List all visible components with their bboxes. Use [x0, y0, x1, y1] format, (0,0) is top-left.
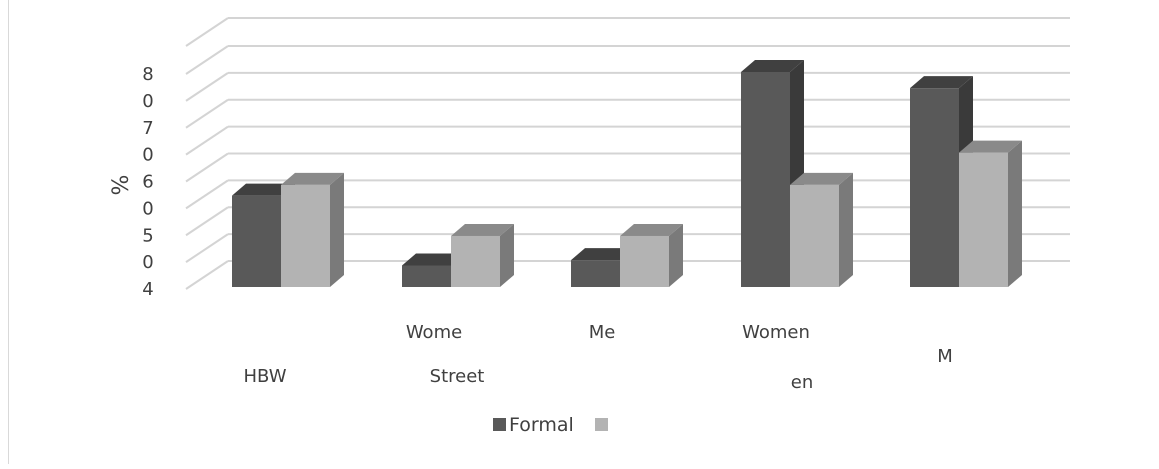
bar-top	[281, 172, 344, 185]
y-tick-label: 7	[142, 118, 153, 139]
y-tick-label: 5	[142, 225, 153, 246]
category-label: Me	[589, 322, 616, 343]
bar	[741, 72, 790, 287]
bar-top	[741, 60, 804, 72]
category-label: HBW	[243, 366, 286, 387]
bar-top	[571, 248, 634, 261]
bar-top	[790, 172, 853, 185]
bar	[910, 88, 959, 287]
bar	[402, 265, 451, 287]
y-tick-label: 6	[142, 172, 153, 193]
gridline-diagonal	[185, 72, 229, 102]
bar	[571, 260, 620, 287]
y-tick-label: 8	[142, 64, 153, 85]
bar-side	[669, 223, 683, 287]
bar-side	[1008, 140, 1022, 287]
bar	[790, 184, 839, 287]
legend-swatch	[493, 418, 506, 431]
gridline-diagonal	[185, 45, 229, 75]
category-label: Wome	[406, 322, 462, 343]
gridline-diagonal	[185, 152, 229, 183]
gridline-diagonal	[185, 179, 229, 210]
y-tick-label: 0	[142, 252, 153, 273]
gridline-diagonal	[185, 233, 229, 263]
frame-border	[8, 0, 9, 464]
bar-side	[330, 172, 344, 287]
bar-side	[500, 223, 514, 287]
y-tick-label: 0	[142, 198, 153, 219]
category-label: Street	[430, 366, 485, 387]
y-tick-label: 0	[142, 91, 153, 112]
bar-side	[839, 172, 853, 287]
y-tick-label: 4	[142, 279, 153, 300]
bar-top	[910, 76, 973, 89]
bar	[232, 195, 281, 287]
bar-top	[959, 140, 1022, 153]
bar	[281, 184, 330, 287]
bar-top	[402, 253, 465, 266]
bar-top	[451, 223, 514, 236]
gridline-diagonal	[185, 206, 229, 237]
bar	[959, 152, 1008, 287]
category-label: en	[791, 372, 813, 393]
category-label: M	[937, 346, 953, 367]
gridline-diagonal	[185, 260, 229, 290]
bar	[620, 235, 669, 287]
bar-top	[232, 183, 295, 196]
y-tick-label: 0	[142, 145, 153, 166]
legend-swatch	[595, 418, 608, 431]
category-label: Women	[742, 322, 810, 343]
gridline-diagonal	[185, 125, 229, 156]
legend-label: Formal	[509, 414, 574, 436]
bar	[451, 235, 500, 287]
gridline-diagonal	[185, 17, 229, 47]
bar-top	[620, 223, 683, 236]
y-axis-label: %	[109, 175, 134, 196]
gridline-diagonal	[185, 98, 229, 129]
